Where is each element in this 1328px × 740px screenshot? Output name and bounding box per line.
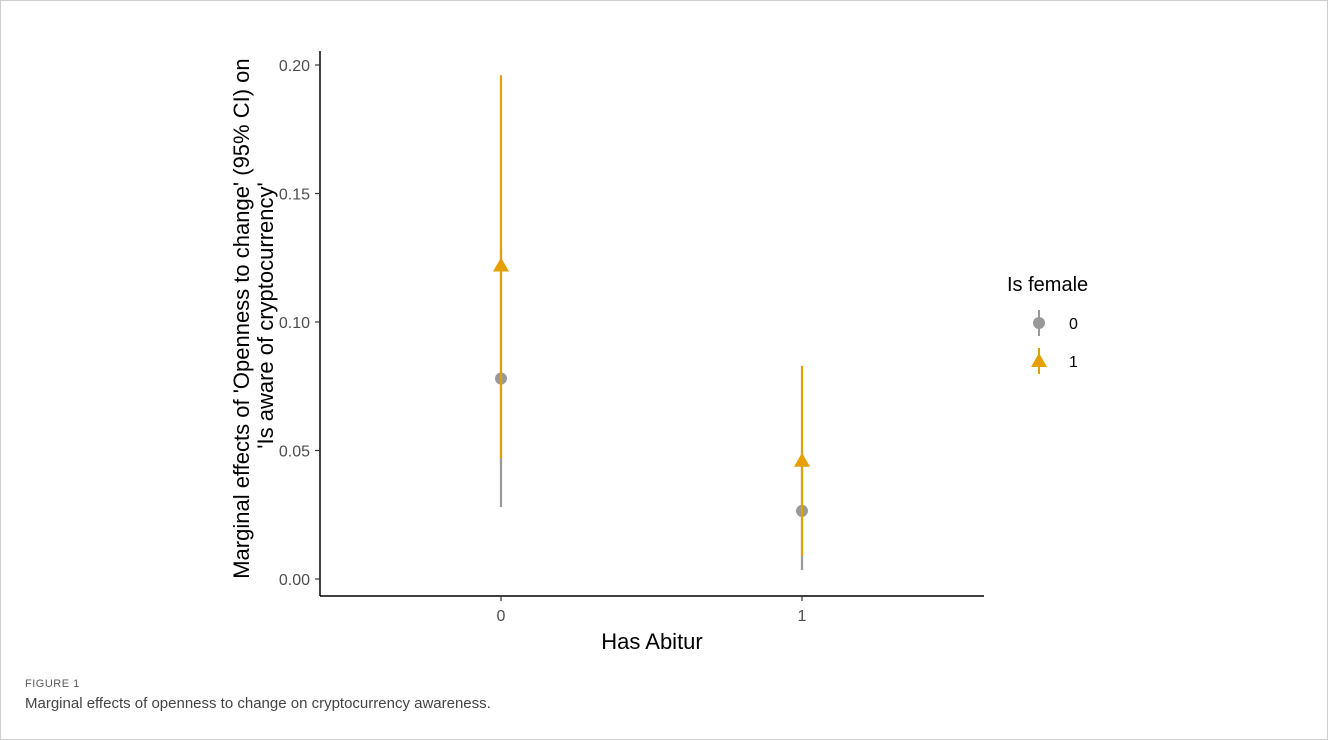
- x-axis-title: Has Abitur: [601, 629, 703, 654]
- legend-label: 1: [1069, 354, 1078, 371]
- y-tick-label: 0.10: [279, 315, 310, 332]
- figure-label: FIGURE 1: [25, 678, 80, 690]
- series-1: [493, 75, 810, 556]
- y-tick-label: 0.05: [279, 444, 310, 461]
- data-point-triangle: [493, 257, 509, 272]
- y-tick-label: 0.15: [279, 187, 310, 204]
- legend-entry: 0: [1033, 310, 1078, 336]
- legend: Is female 01: [1007, 274, 1088, 374]
- x-tick-label: 1: [798, 608, 807, 625]
- legend-key-circle: [1033, 317, 1045, 329]
- y-axis-title-line2: 'Is aware of cryptocurrency': [253, 182, 278, 448]
- x-tick-label: 0: [497, 608, 506, 625]
- axes: [319, 51, 984, 597]
- y-tick-label: 0.20: [279, 58, 310, 75]
- y-axis-title-line1: Marginal effects of 'Openness to change'…: [229, 58, 254, 578]
- data-point-triangle: [794, 452, 810, 467]
- legend-label: 0: [1069, 316, 1078, 333]
- legend-title: Is female: [1007, 274, 1088, 296]
- legend-entries: 01: [1031, 310, 1078, 374]
- series-0: [495, 250, 808, 571]
- legend-key-triangle: [1031, 353, 1047, 367]
- y-tick-label: 0.00: [279, 572, 310, 589]
- y-axis-title: Marginal effects of 'Openness to change'…: [229, 52, 278, 579]
- legend-entry: 1: [1031, 348, 1078, 374]
- figure-caption: Marginal effects of openness to change o…: [25, 695, 491, 712]
- series-layer: [493, 75, 810, 571]
- y-ticks: 0.00 0.05 0.10 0.15 0.20: [279, 58, 320, 589]
